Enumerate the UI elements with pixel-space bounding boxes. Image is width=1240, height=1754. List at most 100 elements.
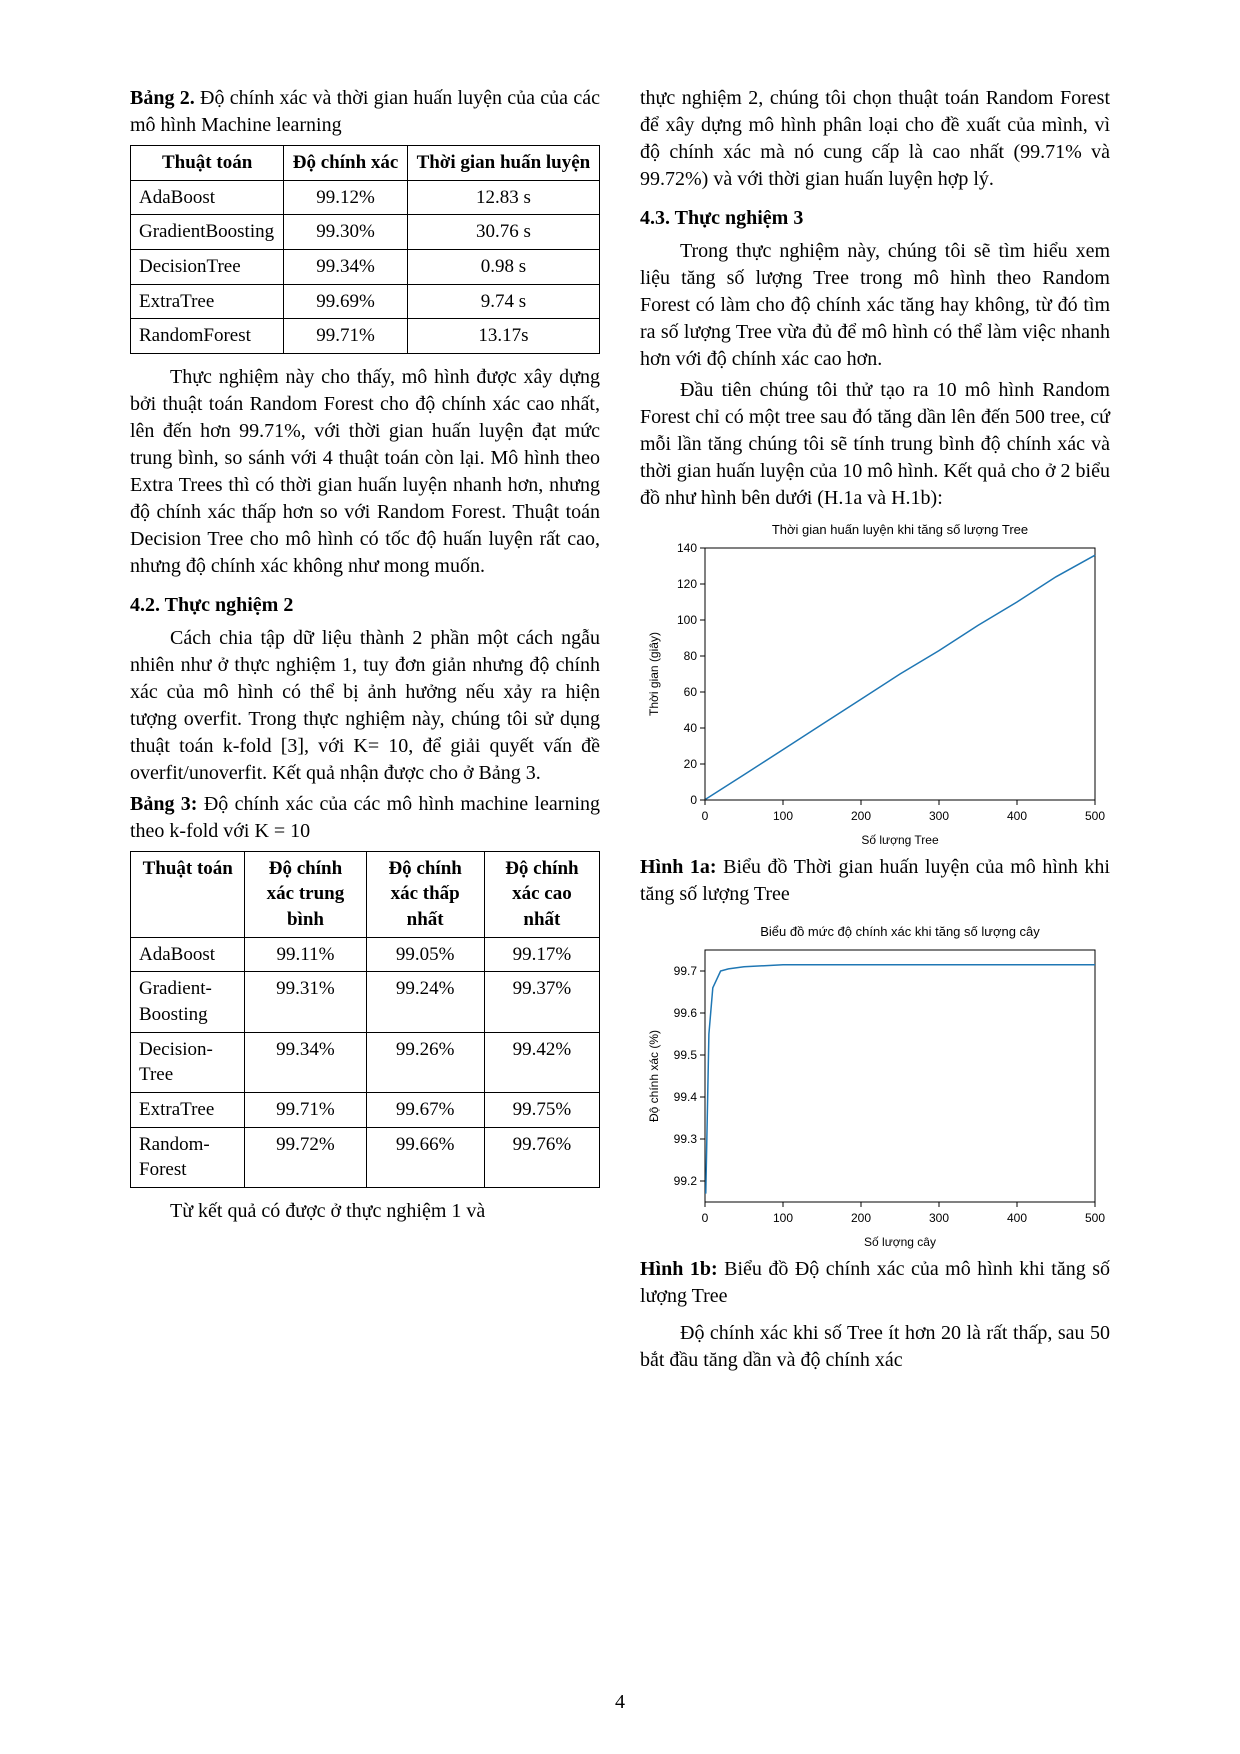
right-column: thực nghiệm 2, chúng tôi chọn thuật toán… <box>640 85 1110 1694</box>
table-cell: 99.71% <box>284 319 408 354</box>
table2-header: Thời gian huấn luyện <box>407 146 599 181</box>
table-cell: 99.71% <box>245 1092 366 1127</box>
right-para2: Trong thực nghiệm này, chúng tôi sẽ tìm … <box>640 238 1110 373</box>
table-row: GradientBoosting99.30%30.76 s <box>131 215 600 250</box>
svg-text:500: 500 <box>1085 1211 1105 1225</box>
heading-4-3: 4.3. Thực nghiệm 3 <box>640 205 1110 232</box>
svg-text:200: 200 <box>851 809 871 823</box>
table-cell: ExtraTree <box>131 1092 245 1127</box>
table-cell: 99.34% <box>284 249 408 284</box>
table-row: Random-Forest99.72%99.66%99.76% <box>131 1127 600 1187</box>
table-cell: 30.76 s <box>407 215 599 250</box>
table-cell: Gradient-Boosting <box>131 972 245 1032</box>
table3-header: Độ chính xác thấp nhất <box>366 851 484 937</box>
table-cell: 99.76% <box>484 1127 599 1187</box>
table2: Thuật toánĐộ chính xácThời gian huấn luy… <box>130 145 600 354</box>
page-number: 4 <box>0 1691 1240 1714</box>
table3: Thuật toánĐộ chính xác trung bìnhĐộ chín… <box>130 851 600 1188</box>
heading-4-2: 4.2. Thực nghiệm 2 <box>130 592 600 619</box>
svg-text:99.2: 99.2 <box>674 1174 698 1188</box>
table-cell: 9.74 s <box>407 284 599 319</box>
right-para4: Độ chính xác khi số Tree ít hơn 20 là rấ… <box>640 1320 1110 1374</box>
table3-header: Thuật toán <box>131 851 245 937</box>
left-column: Bảng 2. Độ chính xác và thời gian huấn l… <box>130 85 600 1694</box>
table-cell: 99.72% <box>245 1127 366 1187</box>
table3-header: Độ chính xác cao nhất <box>484 851 599 937</box>
table-cell: 99.67% <box>366 1092 484 1127</box>
table-row: Decision-Tree99.34%99.26%99.42% <box>131 1032 600 1092</box>
svg-text:400: 400 <box>1007 809 1027 823</box>
svg-text:Thời gian huấn luyện khi tăng: Thời gian huấn luyện khi tăng số lượng T… <box>772 522 1028 537</box>
table-cell: 99.42% <box>484 1032 599 1092</box>
table3-caption: Bảng 3: Độ chính xác của các mô hình mac… <box>130 791 600 845</box>
table-cell: 99.05% <box>366 937 484 972</box>
left-para2: Cách chia tập dữ liệu thành 2 phần một c… <box>130 625 600 787</box>
svg-text:Biểu đồ mức độ chính xác khi t: Biểu đồ mức độ chính xác khi tăng số lượ… <box>760 924 1040 939</box>
table-cell: Random-Forest <box>131 1127 245 1187</box>
table-row: ExtraTree99.69%9.74 s <box>131 284 600 319</box>
right-para3: Đầu tiên chúng tôi thử tạo ra 10 mô hình… <box>640 377 1110 512</box>
svg-text:60: 60 <box>684 685 698 699</box>
table-cell: 99.34% <box>245 1032 366 1092</box>
table-row: ExtraTree99.71%99.67%99.75% <box>131 1092 600 1127</box>
svg-text:200: 200 <box>851 1211 871 1225</box>
table-cell: 99.69% <box>284 284 408 319</box>
chart-1a: Thời gian huấn luyện khi tăng số lượng T… <box>640 520 1110 850</box>
table-row: DecisionTree99.34%0.98 s <box>131 249 600 284</box>
svg-text:500: 500 <box>1085 809 1105 823</box>
table-cell: 99.37% <box>484 972 599 1032</box>
left-para1: Thực nghiệm này cho thấy, mô hình được x… <box>130 364 600 580</box>
table2-caption: Bảng 2. Độ chính xác và thời gian huấn l… <box>130 85 600 139</box>
svg-text:100: 100 <box>677 613 697 627</box>
table-cell: 99.31% <box>245 972 366 1032</box>
svg-text:20: 20 <box>684 757 698 771</box>
fig1a-caption: Hình 1a: Biểu đồ Thời gian huấn luyện củ… <box>640 854 1110 908</box>
svg-text:0: 0 <box>702 809 709 823</box>
table-cell: RandomForest <box>131 319 284 354</box>
svg-text:99.3: 99.3 <box>674 1132 698 1146</box>
svg-text:120: 120 <box>677 577 697 591</box>
table-cell: 12.83 s <box>407 180 599 215</box>
right-para1: thực nghiệm 2, chúng tôi chọn thuật toán… <box>640 85 1110 193</box>
table-cell: 99.66% <box>366 1127 484 1187</box>
svg-text:300: 300 <box>929 1211 949 1225</box>
svg-text:99.4: 99.4 <box>674 1090 698 1104</box>
table-cell: 99.24% <box>366 972 484 1032</box>
svg-text:400: 400 <box>1007 1211 1027 1225</box>
svg-text:Số lượng cây: Số lượng cây <box>864 1235 936 1249</box>
table-cell: 0.98 s <box>407 249 599 284</box>
table-cell: 99.11% <box>245 937 366 972</box>
svg-text:100: 100 <box>773 809 793 823</box>
svg-text:Thời gian (giây): Thời gian (giây) <box>647 632 661 716</box>
svg-text:99.6: 99.6 <box>674 1006 698 1020</box>
table2-header: Thuật toán <box>131 146 284 181</box>
table-cell: DecisionTree <box>131 249 284 284</box>
svg-text:0: 0 <box>702 1211 709 1225</box>
svg-text:40: 40 <box>684 721 698 735</box>
table-cell: 13.17s <box>407 319 599 354</box>
table2-header: Độ chính xác <box>284 146 408 181</box>
chart-1b: Biểu đồ mức độ chính xác khi tăng số lượ… <box>640 922 1110 1252</box>
svg-text:100: 100 <box>773 1211 793 1225</box>
svg-text:140: 140 <box>677 541 697 555</box>
table-cell: Decision-Tree <box>131 1032 245 1092</box>
svg-text:80: 80 <box>684 649 698 663</box>
left-para3: Từ kết quả có được ở thực nghiệm 1 và <box>130 1198 600 1225</box>
svg-text:Số lượng Tree: Số lượng Tree <box>861 833 939 847</box>
table-cell: ExtraTree <box>131 284 284 319</box>
svg-text:300: 300 <box>929 809 949 823</box>
table-cell: AdaBoost <box>131 937 245 972</box>
svg-text:Độ chính xác (%): Độ chính xác (%) <box>647 1030 661 1122</box>
table-cell: 99.30% <box>284 215 408 250</box>
table-cell: 99.17% <box>484 937 599 972</box>
table-row: AdaBoost99.11%99.05%99.17% <box>131 937 600 972</box>
table-row: RandomForest99.71%13.17s <box>131 319 600 354</box>
fig1b-caption: Hình 1b: Biểu đồ Độ chính xác của mô hìn… <box>640 1256 1110 1310</box>
table3-header: Độ chính xác trung bình <box>245 851 366 937</box>
table-row: Gradient-Boosting99.31%99.24%99.37% <box>131 972 600 1032</box>
svg-text:99.7: 99.7 <box>674 964 698 978</box>
table-cell: 99.26% <box>366 1032 484 1092</box>
table-cell: AdaBoost <box>131 180 284 215</box>
svg-text:99.5: 99.5 <box>674 1048 698 1062</box>
table-cell: GradientBoosting <box>131 215 284 250</box>
